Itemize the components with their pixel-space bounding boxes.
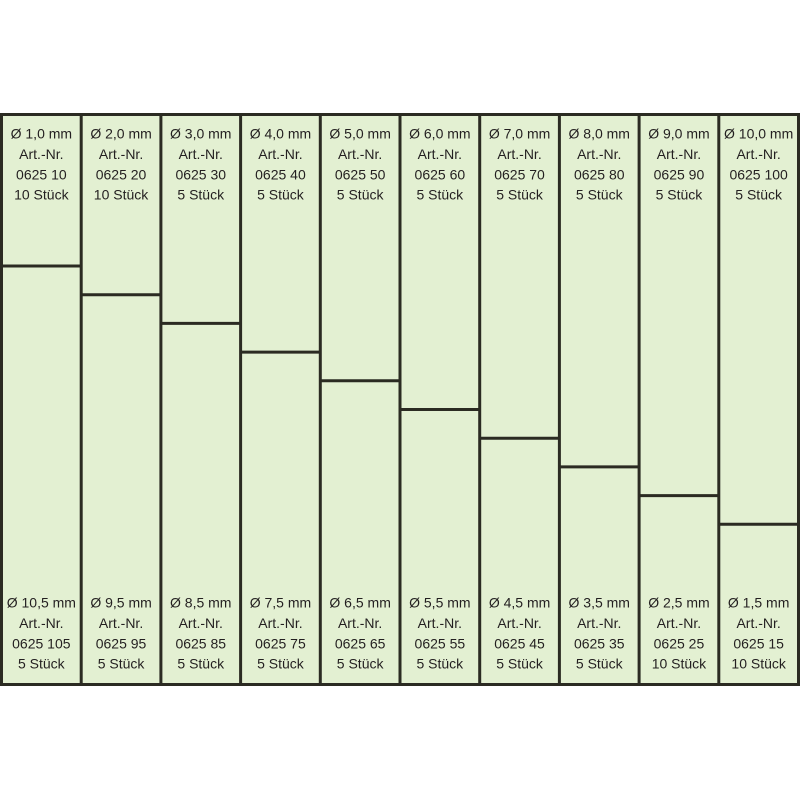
bottom-number: 0625 45 (494, 635, 545, 651)
top-quantity: 5 Stück (257, 187, 305, 203)
bottom-quantity: 10 Stück (652, 656, 707, 672)
bottom-size: Ø 4,5 mm (489, 595, 550, 611)
top-quantity: 5 Stück (656, 187, 704, 203)
top-size: Ø 8,0 mm (569, 126, 630, 142)
bottom-quantity: 5 Stück (337, 656, 385, 672)
top-size: Ø 4,0 mm (250, 126, 311, 142)
top-size: Ø 5,0 mm (329, 126, 390, 142)
top-number: 0625 80 (574, 166, 625, 182)
bottom-quantity: 5 Stück (496, 656, 544, 672)
top-quantity: 5 Stück (576, 187, 624, 203)
top-label: Art.-Nr. (258, 146, 302, 162)
top-size: Ø 7,0 mm (489, 126, 550, 142)
bottom-quantity: 5 Stück (576, 656, 624, 672)
top-size: Ø 3,0 mm (170, 126, 231, 142)
bottom-label: Art.-Nr. (338, 615, 382, 631)
bottom-size: Ø 8,5 mm (170, 595, 231, 611)
top-quantity: 5 Stück (177, 187, 225, 203)
top-number: 0625 40 (255, 166, 306, 182)
top-quantity: 10 Stück (14, 187, 69, 203)
bottom-number: 0625 95 (96, 635, 147, 651)
top-number: 0625 100 (729, 166, 788, 182)
bottom-number: 0625 55 (415, 635, 466, 651)
bottom-label: Art.-Nr. (99, 615, 143, 631)
bottom-size: Ø 2,5 mm (648, 595, 709, 611)
top-label: Art.-Nr. (418, 146, 462, 162)
top-size: Ø 9,0 mm (648, 126, 709, 142)
top-number: 0625 90 (654, 166, 705, 182)
top-number: 0625 30 (175, 166, 226, 182)
top-label: Art.-Nr. (19, 146, 63, 162)
bottom-quantity: 5 Stück (416, 656, 464, 672)
bottom-quantity: 5 Stück (257, 656, 305, 672)
top-label: Art.-Nr. (736, 146, 780, 162)
top-label: Art.-Nr. (338, 146, 382, 162)
bottom-number: 0625 65 (335, 635, 386, 651)
top-quantity: 10 Stück (94, 187, 149, 203)
top-quantity: 5 Stück (337, 187, 385, 203)
bottom-label: Art.-Nr. (418, 615, 462, 631)
bottom-size: Ø 7,5 mm (250, 595, 311, 611)
bottom-size: Ø 9,5 mm (90, 595, 151, 611)
top-quantity: 5 Stück (416, 187, 464, 203)
bottom-quantity: 5 Stück (18, 656, 66, 672)
top-size: Ø 2,0 mm (90, 126, 151, 142)
top-label: Art.-Nr. (497, 146, 541, 162)
bottom-size: Ø 10,5 mm (7, 595, 76, 611)
top-size: Ø 10,0 mm (724, 126, 793, 142)
bottom-label: Art.-Nr. (577, 615, 621, 631)
top-number: 0625 60 (415, 166, 466, 182)
bottom-number: 0625 15 (733, 635, 784, 651)
top-size: Ø 1,0 mm (11, 126, 72, 142)
top-label: Art.-Nr. (99, 146, 143, 162)
top-label: Art.-Nr. (577, 146, 621, 162)
bottom-size: Ø 6,5 mm (329, 595, 390, 611)
top-label: Art.-Nr. (657, 146, 701, 162)
top-number: 0625 20 (96, 166, 147, 182)
bottom-label: Art.-Nr. (258, 615, 302, 631)
bottom-label: Art.-Nr. (657, 615, 701, 631)
top-size: Ø 6,0 mm (409, 126, 470, 142)
bottom-number: 0625 105 (12, 635, 71, 651)
bottom-label: Art.-Nr. (19, 615, 63, 631)
bottom-size: Ø 5,5 mm (409, 595, 470, 611)
top-label: Art.-Nr. (179, 146, 223, 162)
bottom-quantity: 5 Stück (98, 656, 146, 672)
bottom-number: 0625 75 (255, 635, 306, 651)
bottom-size: Ø 3,5 mm (569, 595, 630, 611)
top-number: 0625 70 (494, 166, 545, 182)
bottom-label: Art.-Nr. (736, 615, 780, 631)
bottom-size: Ø 1,5 mm (728, 595, 789, 611)
top-quantity: 5 Stück (496, 187, 544, 203)
bottom-quantity: 5 Stück (177, 656, 225, 672)
top-number: 0625 10 (16, 166, 67, 182)
top-quantity: 5 Stück (735, 187, 783, 203)
bottom-label: Art.-Nr. (179, 615, 223, 631)
bottom-number: 0625 35 (574, 635, 625, 651)
bottom-number: 0625 25 (654, 635, 705, 651)
bottom-number: 0625 85 (175, 635, 226, 651)
top-number: 0625 50 (335, 166, 386, 182)
bottom-label: Art.-Nr. (497, 615, 541, 631)
bottom-quantity: 10 Stück (731, 656, 786, 672)
